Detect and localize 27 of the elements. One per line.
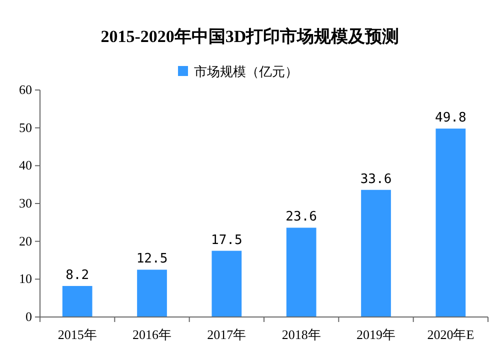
y-tick-label: 50 bbox=[19, 120, 32, 135]
y-tick-label: 20 bbox=[19, 233, 32, 248]
bar bbox=[286, 228, 316, 317]
x-tick-label: 2016年 bbox=[132, 327, 172, 342]
bar bbox=[361, 190, 391, 317]
x-tick-label: 2019年 bbox=[356, 327, 396, 342]
data-label: 33.6 bbox=[360, 172, 392, 187]
chart-title: 2015-2020年中国3D打印市场规模及预测 bbox=[100, 27, 400, 46]
data-label: 23.6 bbox=[286, 210, 317, 225]
y-tick-label: 60 bbox=[19, 82, 32, 97]
data-label: 17.5 bbox=[211, 232, 242, 248]
y-tick-label: 0 bbox=[26, 309, 32, 324]
data-label: 12.5 bbox=[136, 252, 168, 267]
y-tick-label: 30 bbox=[19, 196, 32, 210]
x-tick-label: 2018年 bbox=[282, 327, 321, 342]
data-label: 8.2 bbox=[66, 268, 90, 283]
bar bbox=[62, 286, 92, 317]
bar bbox=[436, 128, 466, 317]
x-tick-label: 2017年 bbox=[207, 327, 246, 342]
bar bbox=[137, 270, 167, 317]
data-label: 49.8 bbox=[435, 110, 466, 126]
x-tick-label: 2015年 bbox=[58, 327, 97, 342]
legend-label: 市场规模（亿元） bbox=[194, 64, 298, 79]
x-tick-label: 2020年E bbox=[427, 327, 474, 342]
y-tick-label: 40 bbox=[19, 158, 32, 173]
bar bbox=[212, 250, 242, 317]
y-tick-label: 10 bbox=[19, 271, 32, 286]
